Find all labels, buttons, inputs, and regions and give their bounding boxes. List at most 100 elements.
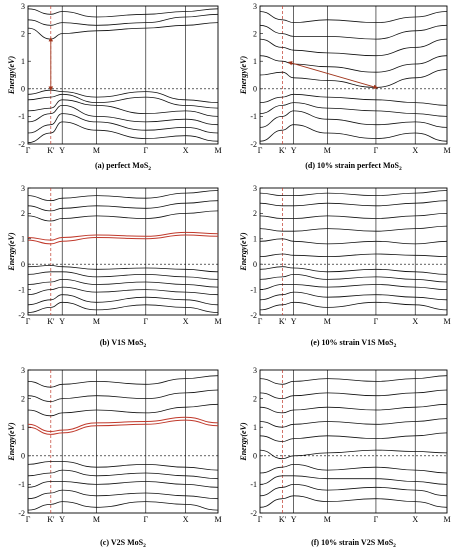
x-tick-label: Γ [258,515,263,524]
x-tick-label: X [183,317,189,326]
y-tick-label: 2 [21,394,25,403]
band-line [27,469,219,480]
band-line [27,121,219,143]
x-tick-label: K' [279,317,287,326]
panel-caption: (b) V1S MoS2 [100,338,147,349]
x-tick-label: M [324,146,331,155]
y-tick-label: 0 [21,260,25,269]
band-line [259,253,448,258]
band-line [259,124,448,142]
band-line [27,8,219,18]
band-line [27,375,219,388]
panel-caption: (c) V2S MoS2 [100,538,146,549]
band-line [27,403,219,417]
band-line [259,93,448,106]
y-tick-label: 0 [253,452,257,461]
x-tick-label: X [183,146,189,155]
y-tick-label: -1 [18,480,25,489]
y-tick-label: 1 [253,235,257,244]
x-tick-label: X [412,515,418,524]
defect-band-line [27,419,219,435]
y-tick-label: 0 [21,85,25,94]
y-tick-label: 0 [21,452,25,461]
x-tick-label: Γ [143,515,148,524]
y-axis-label: Energy(eV) [239,422,248,462]
y-tick-label: 0 [253,260,257,269]
y-tick-label: 3 [21,366,25,375]
gap-arrow [287,61,379,89]
y-tick-label: 2 [21,209,25,218]
x-tick-label: Γ [374,515,379,524]
band-line [27,190,219,202]
x-tick-label: Γ [374,146,379,155]
band-line [27,93,219,109]
x-tick-label: K' [279,146,287,155]
band-line [259,11,448,24]
plot-frame [259,187,448,316]
band-line [27,113,219,134]
x-tick-label: M [93,146,100,155]
y-tick-label: -2 [18,140,25,149]
x-tick-label: M [214,515,221,524]
band-line [259,301,448,311]
band-line [259,483,448,497]
y-axis-label: Energy(eV) [239,232,248,272]
x-tick-label: Γ [258,146,263,155]
panel-caption: (a) perfect MoS2 [95,161,151,172]
band-line [259,495,448,508]
band-line [259,225,448,232]
band-line [259,375,448,385]
band-line [27,278,219,288]
x-tick-label: M [443,317,450,326]
y-tick-label: -2 [18,311,25,320]
y-tick-label: 2 [253,209,257,218]
x-tick-label: Y [59,146,65,155]
x-tick-label: Γ [143,146,148,155]
x-tick-label: K' [47,146,55,155]
band-line [27,501,219,511]
band-line [259,102,448,117]
band-line [259,266,448,275]
y-tick-label: 1 [253,423,257,432]
band-line [259,69,448,88]
x-tick-label: M [443,146,450,155]
band-line [27,271,219,280]
band-line [259,110,448,128]
y-tick-label: 1 [253,57,257,66]
defect-band-line [27,416,219,433]
band-line [259,389,448,400]
y-tick-label: -1 [18,285,25,294]
band-line [259,403,448,414]
panel-c: -2 -1 0 1 2 3 Γ K' Y M Γ X M Energy(eV) (c) V2S MoS2 [7,366,222,549]
y-tick-label: -1 [250,112,257,121]
band-line [259,200,448,207]
panel-a: -2 -1 0 1 2 3 Γ K' Y M Γ X M Energy(eV) (a) perfect Mo… [7,2,222,172]
band-line [27,200,219,212]
y-tick-label: 1 [21,57,25,66]
band-line [27,99,219,117]
band-line [259,432,448,442]
x-tick-label: Y [59,317,65,326]
band-line [259,273,448,283]
x-tick-label: Γ [26,317,31,326]
x-tick-label: X [183,515,189,524]
band-line [259,24,448,40]
y-axis-label: Energy(eV) [7,422,16,462]
y-tick-label: -2 [250,311,257,320]
y-axis-label: Energy(eV) [7,232,16,272]
defect-band-line [27,234,219,245]
band-line [27,286,219,296]
x-tick-label: Γ [143,317,148,326]
band-line [27,210,219,222]
x-tick-label: M [324,317,331,326]
y-tick-label: 0 [253,85,257,94]
panel-b: -2 -1 0 1 2 3 Γ K' Y M Γ X M Energy(eV) (b) V1S MoS2 [7,184,222,349]
band-line [27,104,219,126]
x-tick-label: Γ [258,317,263,326]
plot-frame [27,5,219,145]
band-line [27,22,219,40]
x-tick-label: M [324,515,331,524]
band-line [259,463,448,474]
y-tick-label: 1 [21,423,25,432]
